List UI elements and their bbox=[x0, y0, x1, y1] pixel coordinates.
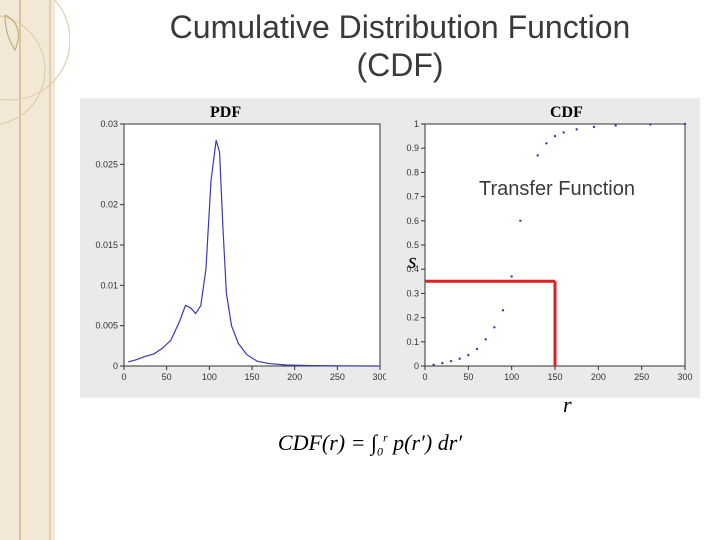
transfer-function-label: Transfer Function bbox=[475, 176, 639, 203]
svg-text:0: 0 bbox=[422, 372, 427, 382]
title-line-2: (CDF) bbox=[356, 47, 443, 83]
svg-text:100: 100 bbox=[202, 372, 217, 382]
svg-text:200: 200 bbox=[287, 372, 302, 382]
svg-text:0.9: 0.9 bbox=[406, 143, 419, 153]
svg-text:100: 100 bbox=[504, 372, 519, 382]
svg-text:200: 200 bbox=[591, 372, 606, 382]
svg-text:250: 250 bbox=[330, 372, 345, 382]
svg-text:150: 150 bbox=[547, 372, 562, 382]
svg-text:50: 50 bbox=[162, 372, 172, 382]
slide-title: Cumulative Distribution Function (CDF) bbox=[100, 8, 700, 85]
svg-text:0.02: 0.02 bbox=[100, 200, 118, 210]
svg-text:0.025: 0.025 bbox=[95, 159, 118, 169]
svg-text:0.03: 0.03 bbox=[100, 119, 118, 129]
svg-text:300: 300 bbox=[372, 372, 386, 382]
cdf-chart: 00.10.20.30.40.50.60.70.80.9105010015020… bbox=[395, 118, 695, 390]
svg-text:0.7: 0.7 bbox=[406, 192, 419, 202]
svg-text:300: 300 bbox=[677, 372, 692, 382]
svg-text:250: 250 bbox=[634, 372, 649, 382]
svg-text:0: 0 bbox=[414, 361, 419, 371]
title-line-1: Cumulative Distribution Function bbox=[170, 9, 631, 45]
svg-text:0.01: 0.01 bbox=[100, 280, 118, 290]
variable-r-label: r bbox=[563, 392, 572, 418]
pdf-chart: 0 0.005 0.01 0.015 0.02 0.025 0.03 0 50 100 150 200… bbox=[86, 118, 386, 390]
svg-text:0.6: 0.6 bbox=[406, 216, 419, 226]
cdf-formula: CDF(r) = ∫0r p(r′) dr′ bbox=[200, 430, 540, 459]
svg-text:0.3: 0.3 bbox=[406, 288, 419, 298]
svg-text:0: 0 bbox=[121, 372, 126, 382]
svg-text:1: 1 bbox=[414, 119, 419, 129]
svg-text:0.2: 0.2 bbox=[406, 313, 419, 323]
svg-text:50: 50 bbox=[463, 372, 473, 382]
svg-text:0.005: 0.005 bbox=[95, 321, 118, 331]
svg-text:0.015: 0.015 bbox=[95, 240, 118, 250]
svg-text:150: 150 bbox=[244, 372, 259, 382]
formula-text: CDF(r) = ∫0r p(r′) dr′ bbox=[278, 430, 462, 455]
slide-side-decoration bbox=[0, 0, 70, 540]
variable-s-label: s bbox=[408, 248, 417, 274]
svg-text:0.8: 0.8 bbox=[406, 167, 419, 177]
svg-text:0.1: 0.1 bbox=[406, 337, 419, 347]
svg-text:0: 0 bbox=[113, 361, 118, 371]
